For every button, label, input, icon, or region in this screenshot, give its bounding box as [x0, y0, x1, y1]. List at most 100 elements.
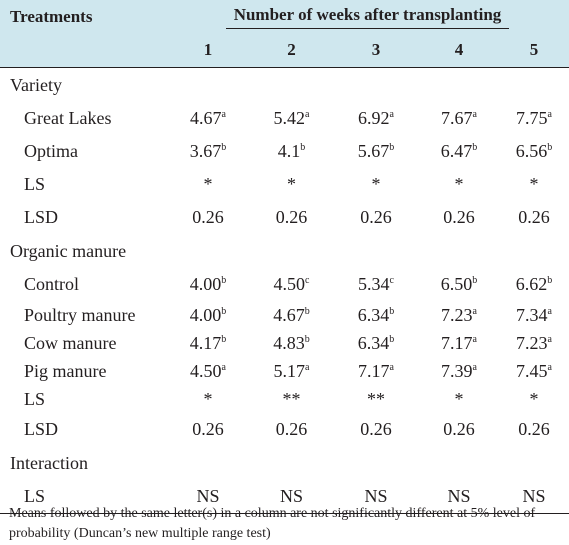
cell-value: 5.17: [273, 360, 306, 381]
cell-value: 7.17: [441, 332, 473, 353]
cell-value: 7.67: [441, 108, 473, 128]
cell-superscript: a: [305, 109, 310, 120]
cell-superscript: b: [472, 142, 478, 153]
cell-value: *: [371, 174, 381, 194]
cell-superscript: b: [304, 305, 310, 317]
cell-value: 0.26: [443, 419, 475, 439]
cell-superscript: b: [472, 275, 478, 286]
table-cell: 0.26: [419, 201, 499, 234]
cell-value: 6.50: [440, 274, 473, 294]
cell-value: 0.26: [443, 207, 475, 227]
table-cell: 7.67a: [419, 102, 499, 135]
table-row: LS * * * * *: [0, 168, 569, 201]
table-row: LSD 0.26 0.26 0.26 0.26 0.26: [0, 413, 569, 446]
table-row: Great Lakes 4.67a 5.42a 6.92a 7.67a 7.75a: [0, 102, 569, 135]
table-row: Control 4.00b 4.50c 5.34c 6.50b 6.62b: [0, 268, 569, 301]
table-cell: 7.17a: [419, 329, 499, 357]
cell-value: NS: [522, 486, 546, 506]
table-cell: **: [250, 385, 333, 413]
row-label: LSD: [24, 419, 59, 439]
cell-superscript: a: [472, 361, 477, 373]
row-label: LS: [24, 388, 46, 409]
cell-superscript: a: [547, 333, 552, 345]
table-cell: 5.34c: [333, 268, 419, 301]
table-cell: NS: [499, 480, 569, 514]
cell-superscript: a: [547, 361, 552, 373]
cell-value: 7.34: [516, 304, 548, 325]
cell-value: 4.00: [189, 274, 222, 294]
table-cell: 4.17b: [166, 329, 250, 357]
table-cell: 4.67a: [166, 102, 250, 135]
table-cell: 0.26: [499, 413, 569, 446]
table-row: LS * ** ** * *: [0, 385, 569, 413]
table-cell: 0.26: [250, 413, 333, 446]
table-cell: *: [499, 385, 569, 413]
table-cell: 6.47b: [419, 135, 499, 168]
table-cell: *: [419, 385, 499, 413]
table-cell: 6.62b: [499, 268, 569, 301]
table-row: Poultry manure 4.00b 4.67b 6.34b 7.23a 7.34a: [0, 301, 569, 329]
cell-value: 7.17: [358, 360, 390, 381]
cell-superscript: b: [389, 142, 395, 153]
table-cell: 7.34a: [499, 301, 569, 329]
cell-superscript: c: [305, 275, 310, 286]
table-cell: 0.26: [333, 201, 419, 234]
cell-value: 6.62: [515, 274, 548, 294]
cell-value: 5.42: [273, 108, 306, 128]
cell-value: **: [282, 388, 301, 409]
cell-value: NS: [279, 486, 303, 506]
table-cell: 6.92a: [333, 102, 419, 135]
cell-superscript: a: [389, 361, 394, 373]
cell-superscript: a: [472, 109, 477, 120]
cell-value: NS: [447, 486, 471, 506]
row-label: Control: [24, 274, 80, 294]
cell-value: 0.26: [518, 419, 550, 439]
cell-value: *: [203, 174, 213, 194]
table-cell: 4.83b: [250, 329, 333, 357]
cell-superscript: a: [547, 305, 552, 317]
table-cell: 6.50b: [419, 268, 499, 301]
table-cell: 7.23a: [419, 301, 499, 329]
cell-value: 4.67: [190, 108, 222, 128]
row-label: Poultry manure: [24, 304, 136, 325]
section-title: Variety: [0, 67, 569, 102]
cell-value: 5.67: [357, 141, 390, 161]
section-row: Organic manure: [0, 234, 569, 268]
header-weeks-title-text: Number of weeks after transplanting: [225, 5, 510, 29]
table-cell: NS: [333, 480, 419, 514]
cell-superscript: b: [304, 333, 310, 345]
cell-superscript: a: [221, 361, 226, 373]
row-label: LSD: [24, 207, 59, 227]
table-body: Variety Great Lakes 4.67a 5.42a 6.92a 7.67a 7.…: [0, 67, 569, 514]
row-label: Cow manure: [24, 332, 117, 353]
header-weeks-title: Number of weeks after transplanting: [166, 0, 569, 33]
table-cell: *: [419, 168, 499, 201]
table-cell: 4.1b: [250, 135, 333, 168]
cell-value: 6.92: [358, 108, 390, 128]
cell-value: **: [367, 388, 385, 409]
cell-superscript: a: [305, 361, 310, 373]
header-week-5: 5: [499, 33, 569, 68]
table-cell: 4.00b: [166, 301, 250, 329]
table-cell: 4.00b: [166, 268, 250, 301]
cell-value: *: [529, 388, 539, 409]
cell-value: NS: [196, 486, 220, 506]
cell-value: 4.50: [273, 274, 306, 294]
cell-value: 3.67: [189, 141, 222, 161]
cell-superscript: b: [547, 142, 553, 153]
table-header: Treatments Number of weeks after transpl…: [0, 0, 569, 68]
table-cell: 7.23a: [499, 329, 569, 357]
table-cell: 0.26: [250, 201, 333, 234]
row-label: Great Lakes: [24, 108, 112, 128]
table-cell: NS: [250, 480, 333, 514]
cell-value: 6.56: [515, 141, 548, 161]
cell-value: 0.26: [360, 419, 392, 439]
cell-value: *: [203, 388, 213, 409]
cell-value: NS: [364, 486, 388, 506]
table-cell: 5.42a: [250, 102, 333, 135]
table-cell: 5.67b: [333, 135, 419, 168]
table-cell: 4.50a: [166, 357, 250, 385]
table-cell: *: [250, 168, 333, 201]
header-week-4: 4: [419, 33, 499, 68]
